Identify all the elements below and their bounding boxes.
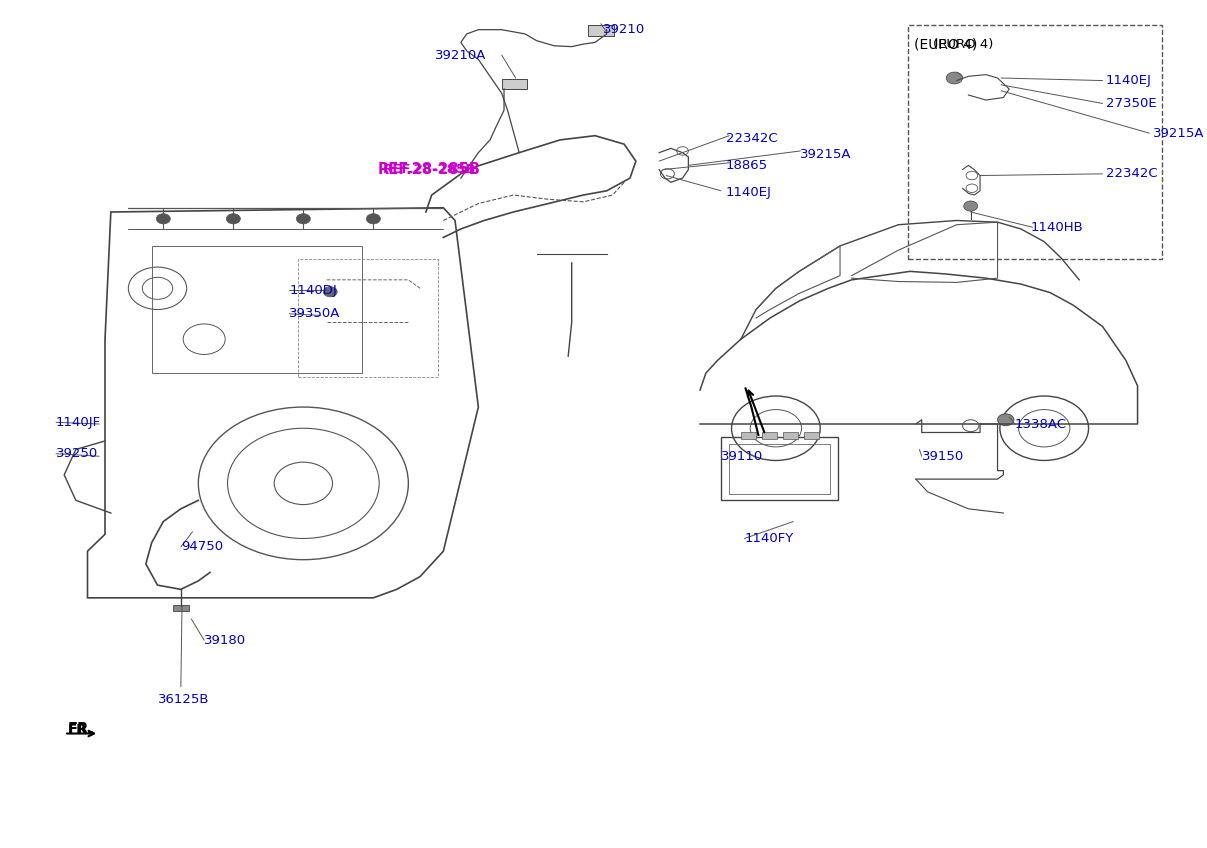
Text: 39350A: 39350A: [290, 307, 340, 321]
Bar: [783, 432, 798, 439]
Text: 1140HB: 1140HB: [1031, 220, 1083, 234]
Bar: [721, 437, 838, 500]
Text: 22342C: 22342C: [725, 131, 777, 145]
Bar: [297, 259, 437, 377]
Text: FR.: FR.: [68, 722, 95, 737]
Bar: [804, 432, 820, 439]
Text: 39180: 39180: [204, 633, 246, 647]
Text: FR.: FR.: [68, 722, 93, 736]
Text: 39215A: 39215A: [1153, 126, 1205, 140]
Text: 1140JF: 1140JF: [56, 416, 101, 429]
Bar: [502, 79, 527, 89]
Circle shape: [997, 414, 1014, 426]
Circle shape: [157, 214, 170, 224]
Text: 1140DJ: 1140DJ: [290, 283, 337, 297]
Text: 1140EJ: 1140EJ: [1106, 74, 1151, 87]
Text: 39210: 39210: [604, 23, 646, 36]
Text: 27350E: 27350E: [1106, 97, 1156, 110]
Bar: [173, 605, 189, 611]
Text: 36125B: 36125B: [157, 693, 209, 706]
Text: 39150: 39150: [922, 449, 964, 463]
Text: 94750: 94750: [181, 540, 223, 554]
Text: REF.28-285B: REF.28-285B: [383, 163, 476, 176]
Bar: [729, 444, 829, 494]
Bar: [762, 432, 777, 439]
Bar: [152, 246, 362, 373]
Text: (EURO 4): (EURO 4): [933, 37, 993, 51]
Text: REF.28-285B: REF.28-285B: [378, 162, 480, 177]
Text: (EURO 4): (EURO 4): [914, 37, 976, 51]
Text: 39110: 39110: [721, 449, 763, 463]
Text: 1140FY: 1140FY: [745, 532, 794, 545]
Text: 39215A: 39215A: [800, 148, 852, 161]
Circle shape: [946, 72, 962, 84]
Bar: [741, 432, 756, 439]
Text: 18865: 18865: [725, 159, 768, 172]
Text: 39210A: 39210A: [436, 48, 486, 62]
Bar: [588, 25, 613, 36]
Text: 1338AC: 1338AC: [1015, 417, 1067, 431]
Circle shape: [323, 287, 337, 297]
Text: 39250: 39250: [56, 447, 98, 460]
Text: 1140EJ: 1140EJ: [725, 186, 771, 199]
Circle shape: [227, 214, 240, 224]
Circle shape: [963, 201, 978, 211]
Text: 22342C: 22342C: [1106, 167, 1158, 181]
Circle shape: [297, 214, 310, 224]
Circle shape: [367, 214, 380, 224]
